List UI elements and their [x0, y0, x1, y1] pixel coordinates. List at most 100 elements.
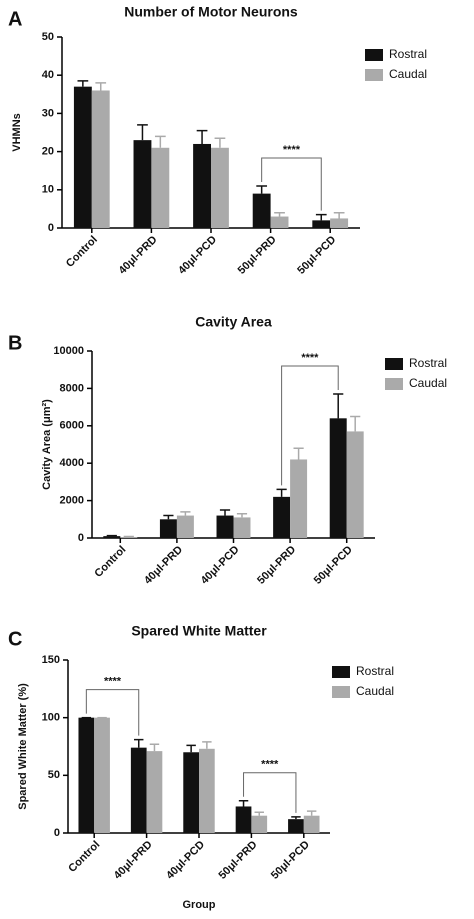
x-tick-label: 50μl-PCD [295, 234, 338, 277]
x-tick-label: 50μl-PRD [255, 544, 298, 587]
x-tick-label: 50μl-PCD [312, 544, 355, 587]
error-bar [315, 213, 327, 221]
y-tick-label: 10000 [53, 345, 84, 357]
significance-bracket [85, 689, 140, 736]
x-tick-label: 40μl-PRD [112, 839, 155, 882]
bar [91, 90, 110, 228]
bar [216, 515, 234, 538]
bar [78, 717, 95, 833]
bar [211, 147, 229, 228]
error-bar [154, 135, 166, 148]
legend-swatch [385, 378, 403, 390]
bar [252, 193, 271, 228]
x-tick-label: 40μl-PCD [164, 839, 207, 882]
error-bar [306, 810, 317, 816]
error-bar [238, 799, 249, 807]
bar [130, 747, 147, 833]
x-tick-label: 40μl-PCD [199, 544, 242, 587]
error-bar [134, 738, 144, 748]
legend-swatch [332, 686, 350, 698]
error-bar [236, 512, 248, 518]
y-tick-label: 150 [42, 654, 60, 666]
x-tick-label: 50μl-PRD [236, 234, 279, 277]
y-tick-label: 40 [42, 69, 54, 81]
error-bar [77, 80, 89, 87]
error-bar [256, 185, 268, 194]
legend-label: Rostral [356, 664, 394, 678]
error-bar [202, 741, 212, 749]
y-tick-label: 8000 [60, 382, 84, 394]
x-tick-label: 40μl-PRD [116, 234, 159, 277]
bar [176, 515, 194, 538]
bar [290, 459, 308, 538]
y-tick-label: 20 [42, 146, 54, 158]
legend-label: Caudal [356, 684, 394, 698]
bar [329, 418, 347, 538]
bar [73, 86, 92, 228]
error-bar [123, 535, 134, 538]
bar [330, 218, 349, 228]
error-bar [333, 211, 345, 219]
error-bar [163, 514, 174, 520]
panel-label: C [8, 628, 22, 650]
legend-swatch [365, 49, 383, 61]
error-bar [106, 534, 117, 537]
error-bar [180, 511, 191, 516]
legend-label: Caudal [409, 376, 447, 390]
error-bar [196, 129, 208, 144]
x-tick-label: Control [64, 234, 100, 270]
y-tick-label: 0 [54, 827, 60, 839]
y-axis-label: VHMNs [11, 113, 23, 152]
bar [312, 220, 331, 228]
chart-title: Spared White Matter [131, 623, 267, 639]
bar [303, 815, 320, 833]
legend-label: Rostral [389, 47, 427, 61]
legend-label: Rostral [409, 356, 447, 370]
x-axis-label: Group [183, 899, 216, 911]
error-bar [333, 393, 344, 419]
x-tick-label: Control [92, 544, 128, 580]
bar [273, 496, 291, 538]
x-tick-label: 50μl-PRD [216, 839, 259, 882]
bar [193, 143, 211, 228]
y-tick-label: 6000 [60, 420, 84, 432]
bar [120, 537, 138, 538]
y-tick-label: 0 [78, 532, 84, 544]
significance-bracket [261, 157, 322, 211]
chart-title: Number of Motor Neurons [124, 4, 298, 20]
x-tick-label: 40μl-PRD [142, 544, 185, 587]
bar [103, 536, 121, 538]
error-bar [293, 447, 304, 460]
significance-label: **** [104, 676, 122, 688]
error-bar [276, 488, 287, 497]
x-tick-label: 50μl-PCD [269, 839, 312, 882]
significance-bracket [243, 772, 297, 813]
bar [233, 517, 251, 538]
error-bar [291, 816, 301, 820]
significance-label: **** [261, 759, 279, 771]
y-tick-label: 100 [42, 712, 60, 724]
y-axis-label: Cavity Area (μm²) [41, 399, 53, 490]
significance-label: **** [301, 352, 319, 364]
bar [133, 140, 152, 228]
bar [251, 815, 268, 833]
error-bar [186, 744, 196, 753]
bar [151, 147, 170, 228]
x-tick-label: 40μl-PCD [176, 234, 219, 277]
legend-swatch [365, 69, 383, 81]
y-tick-label: 50 [42, 31, 54, 43]
panel-label: A [8, 8, 22, 30]
bar [159, 519, 177, 538]
significance-label: **** [283, 144, 301, 156]
y-tick-label: 50 [48, 769, 60, 781]
error-bar [274, 211, 285, 217]
bar [183, 752, 199, 833]
error-bar [254, 811, 264, 816]
error-bar [219, 509, 231, 516]
chart-title: Cavity Area [195, 314, 272, 330]
y-tick-label: 0 [48, 222, 54, 234]
y-axis-label: Spared White Matter (%) [17, 683, 29, 810]
bar [288, 819, 304, 833]
bar [146, 751, 163, 833]
legend-swatch [385, 358, 403, 370]
